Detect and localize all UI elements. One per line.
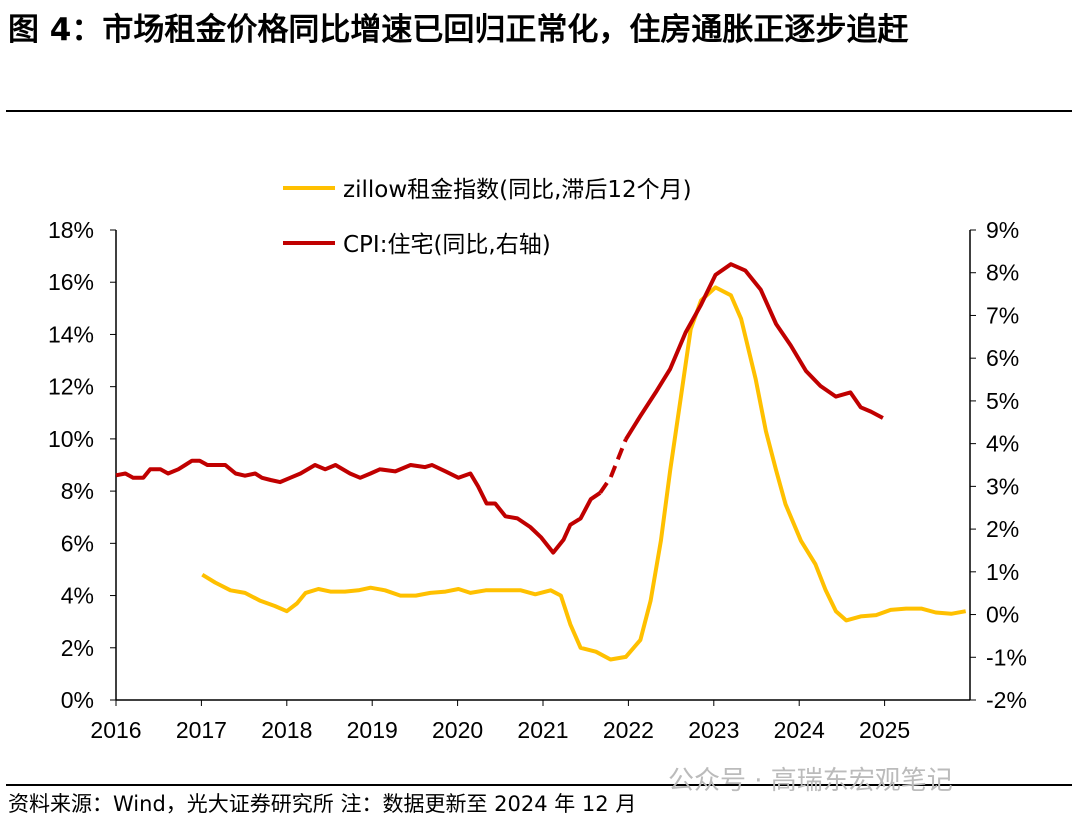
x-tick-label: 2018 — [261, 717, 312, 743]
x-tick-label: 2022 — [603, 717, 654, 743]
right-tick-label: 6% — [986, 345, 1019, 371]
legend-label: CPI:住宅(同比,右轴) — [343, 232, 551, 258]
right-tick-label: 7% — [986, 302, 1019, 328]
left-tick-label: 0% — [61, 687, 94, 713]
left-tick-label: 6% — [61, 530, 94, 556]
left-tick-label: 18% — [48, 217, 94, 243]
right-tick-label: 3% — [986, 473, 1019, 499]
x-tick-label: 2023 — [688, 717, 739, 743]
x-tick-label: 2020 — [432, 717, 483, 743]
source-note: 资料来源：Wind，光大证券研究所 注：数据更新至 2024 年 12 月 — [8, 792, 637, 816]
legend-label: zillow租金指数(同比,滞后12个月) — [343, 177, 692, 203]
right-tick-label: -2% — [986, 687, 1027, 713]
left-tick-label: 10% — [48, 426, 94, 452]
x-tick-label: 2019 — [347, 717, 398, 743]
left-tick-label: 14% — [48, 321, 94, 347]
x-tick-label: 2021 — [517, 717, 568, 743]
right-tick-label: 4% — [986, 431, 1019, 457]
series-line-cpi — [598, 438, 628, 494]
right-tick-label: 1% — [986, 559, 1019, 585]
watermark: 公众号 · 高瑞东宏观笔记 — [668, 766, 953, 796]
left-tick-label: 2% — [61, 635, 94, 661]
footer-rule — [6, 784, 1072, 786]
right-tick-label: 8% — [986, 260, 1019, 286]
series-line-cpi — [115, 458, 602, 555]
left-tick-label: 12% — [48, 374, 94, 400]
x-tick-label: 2025 — [859, 717, 910, 743]
right-tick-label: 5% — [986, 388, 1019, 414]
x-tick-label: 2016 — [90, 717, 141, 743]
figure-title: 图 4：市场租金价格同比增速已回归正常化，住房通胀正逐步追赶 — [8, 12, 909, 48]
left-tick-label: 8% — [61, 478, 94, 504]
series-line-cpi — [624, 262, 884, 441]
right-tick-label: 2% — [986, 516, 1019, 542]
x-tick-label: 2024 — [774, 717, 825, 743]
x-tick-label: 2017 — [176, 717, 227, 743]
right-tick-label: 9% — [986, 217, 1019, 243]
left-tick-label: 16% — [48, 269, 94, 295]
title-rule — [6, 110, 1072, 112]
series-line-zillow — [201, 285, 967, 662]
left-tick-label: 4% — [61, 583, 94, 609]
right-tick-label: -1% — [986, 644, 1027, 670]
right-tick-label: 0% — [986, 602, 1019, 628]
